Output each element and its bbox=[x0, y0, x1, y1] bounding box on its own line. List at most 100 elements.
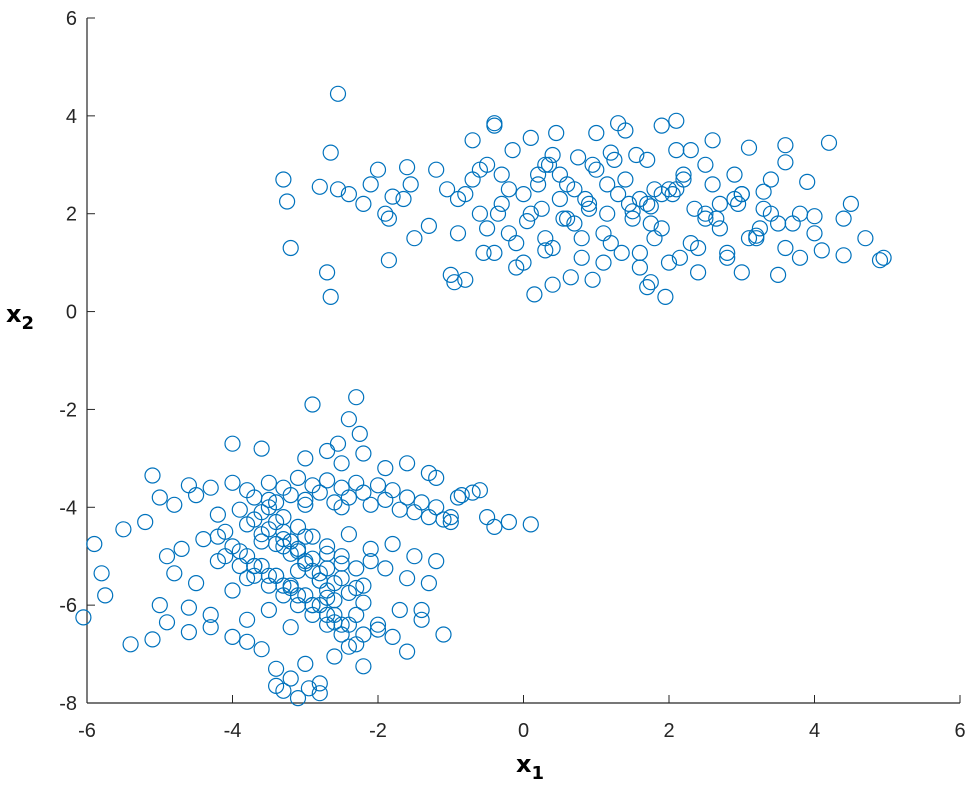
scatter-point bbox=[253, 641, 270, 658]
scatter-point bbox=[362, 540, 379, 558]
scatter-point bbox=[406, 504, 423, 521]
scatter-point bbox=[355, 594, 372, 611]
scatter-point bbox=[268, 660, 285, 677]
scatter-point bbox=[526, 286, 543, 303]
scatter-point bbox=[599, 176, 616, 193]
scatter-point bbox=[362, 552, 379, 570]
scatter-point bbox=[391, 601, 408, 619]
y-tick-label: -6 bbox=[59, 595, 77, 617]
scatter-point bbox=[377, 460, 394, 477]
scatter-point bbox=[551, 166, 569, 183]
y-tick-label: -2 bbox=[59, 399, 77, 421]
scatter-point bbox=[529, 166, 547, 183]
scatter-point bbox=[777, 154, 794, 171]
scatter-point bbox=[486, 244, 503, 261]
scatter-point bbox=[329, 435, 347, 452]
scatter-point bbox=[380, 252, 397, 269]
scatter-point bbox=[566, 215, 583, 232]
x-tick-label: 4 bbox=[809, 720, 820, 742]
scatter-point bbox=[428, 161, 445, 178]
scatter-point bbox=[151, 596, 168, 614]
scatter-point bbox=[555, 210, 572, 227]
scatter-point bbox=[449, 489, 467, 506]
scatter-point bbox=[224, 474, 241, 491]
y-tick-label: -4 bbox=[59, 497, 77, 519]
scatter-point bbox=[464, 484, 481, 501]
scatter-point bbox=[548, 124, 565, 142]
scatter-point bbox=[304, 396, 321, 413]
scatter-point bbox=[769, 266, 787, 283]
x-tick-label: -2 bbox=[369, 720, 387, 742]
scatter-point bbox=[239, 633, 256, 650]
scatter-point bbox=[406, 230, 423, 247]
plot-points bbox=[75, 85, 892, 707]
scatter-point bbox=[464, 171, 481, 188]
scatter-point bbox=[282, 619, 299, 636]
scatter-point bbox=[340, 411, 357, 428]
scatter-point bbox=[297, 655, 314, 673]
scatter-point bbox=[333, 626, 350, 643]
y-tick-label: 0 bbox=[66, 302, 77, 324]
scatter-point bbox=[348, 560, 365, 577]
scatter-point bbox=[733, 186, 750, 203]
scatter-point bbox=[704, 176, 721, 193]
scatter-point bbox=[340, 186, 357, 203]
scatter-point bbox=[239, 548, 256, 565]
scatter-point bbox=[340, 616, 357, 633]
scatter-point bbox=[311, 675, 328, 692]
scatter-point bbox=[475, 244, 492, 261]
scatter-point bbox=[311, 685, 328, 702]
scatter-point bbox=[304, 606, 321, 624]
scatter-point bbox=[322, 288, 339, 305]
scatter-point bbox=[573, 230, 590, 247]
scatter-point bbox=[348, 389, 365, 406]
scatter-point bbox=[279, 193, 296, 210]
scatter-point bbox=[158, 614, 176, 631]
y-axis-label: x2 bbox=[6, 300, 34, 334]
scatter-point bbox=[282, 670, 299, 687]
scatter-point bbox=[319, 560, 336, 577]
scatter-point bbox=[631, 259, 649, 276]
scatter-point bbox=[522, 129, 539, 146]
scatter-point bbox=[420, 508, 437, 526]
scatter-point bbox=[704, 132, 721, 149]
scatter-point bbox=[508, 235, 525, 252]
scatter-point bbox=[697, 156, 714, 173]
scatter-point bbox=[642, 198, 659, 215]
scatter-point bbox=[275, 530, 292, 548]
scatter-point bbox=[377, 205, 394, 222]
scatter-point bbox=[348, 579, 365, 597]
scatter-point bbox=[606, 151, 623, 168]
scatter-point bbox=[239, 570, 256, 587]
scatter-point bbox=[260, 491, 277, 508]
scatter-point bbox=[319, 538, 336, 555]
scatter-point bbox=[602, 144, 619, 161]
scatter-point bbox=[399, 643, 416, 660]
scatter-point bbox=[518, 213, 536, 230]
scatter-point bbox=[515, 254, 532, 271]
scatter-point bbox=[522, 516, 539, 533]
scatter-point bbox=[180, 623, 197, 641]
scatter-point bbox=[471, 205, 488, 222]
scatter-point bbox=[377, 560, 394, 577]
scatter-point bbox=[682, 142, 699, 159]
scatter-point bbox=[413, 494, 430, 511]
scatter-point bbox=[857, 230, 874, 247]
scatter-point bbox=[675, 166, 692, 183]
scatter-point bbox=[369, 621, 387, 638]
scatter-point bbox=[420, 574, 437, 592]
scatter-point bbox=[289, 540, 307, 558]
scatter-point bbox=[777, 239, 794, 257]
x-tick-label: 0 bbox=[518, 720, 529, 742]
scatter-point bbox=[664, 186, 681, 203]
scatter-point bbox=[311, 178, 328, 195]
scatter-point bbox=[558, 176, 576, 193]
scatter-point bbox=[544, 146, 561, 164]
x-axis-label: x1 bbox=[516, 750, 544, 784]
scatter-point bbox=[689, 264, 707, 281]
scatter-point bbox=[282, 487, 299, 504]
scatter-point bbox=[209, 506, 226, 523]
scatter-point bbox=[489, 205, 507, 222]
scatter-point bbox=[588, 124, 605, 142]
scatter-point bbox=[479, 508, 496, 526]
